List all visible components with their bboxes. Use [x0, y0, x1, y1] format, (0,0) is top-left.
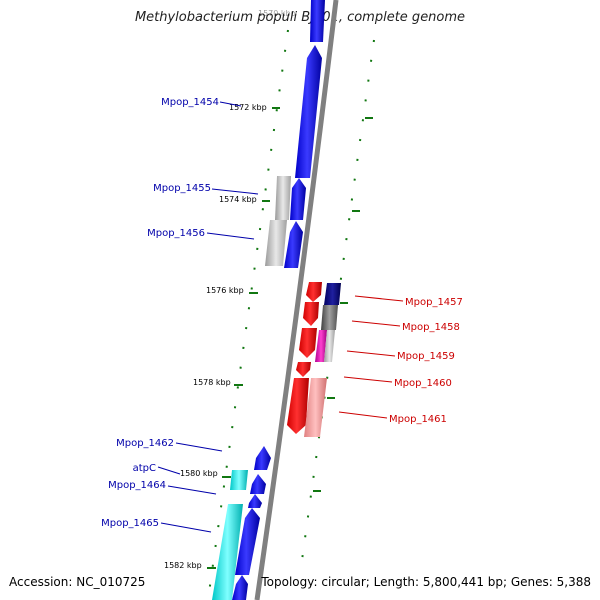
reverse-genes	[287, 282, 341, 437]
gene-arrow-forward[interactable]	[248, 494, 262, 508]
genome-title: Methylobacterium populi BJ001, complete …	[134, 10, 466, 25]
label-leaders	[157, 101, 404, 533]
forward-genes	[232, 0, 325, 600]
gene-label[interactable]: Mpop_1456	[147, 228, 205, 239]
gene-arrow-forward[interactable]	[284, 221, 303, 268]
kbp-label: 1574 kbp	[219, 195, 257, 204]
gene-block-pink[interactable]	[304, 378, 327, 437]
gene-block-dark[interactable]	[321, 305, 338, 330]
gene-label[interactable]: Mpop_1459	[397, 351, 455, 362]
gene-arrow-forward[interactable]	[295, 45, 322, 178]
kbp-label: 1576 kbp	[206, 286, 244, 295]
gene-arrow-forward[interactable]	[235, 508, 260, 575]
gene-arrow-forward[interactable]	[290, 178, 306, 220]
topology-text: Topology: circular; Length: 5,800,441 bp…	[261, 575, 591, 589]
gene-block-magenta[interactable]	[315, 330, 327, 362]
gene-block-navy[interactable]	[324, 283, 341, 305]
gene-labels-forward: Mpop_1454 Mpop_1455 Mpop_1456 Mpop_1462 …	[101, 97, 219, 529]
gene-label[interactable]: Mpop_1460	[394, 378, 452, 389]
kbp-labels: 1570 kbp 1572 kbp 1574 kbp 1576 kbp 1578…	[164, 9, 296, 570]
kbp-ticks	[207, 107, 373, 569]
backbone-line	[254, 0, 339, 600]
gene-label[interactable]: Mpop_1455	[153, 183, 211, 194]
gene-label[interactable]: Mpop_1465	[101, 518, 159, 529]
gene-arrow-forward[interactable]	[254, 446, 271, 470]
kbp-label: 1578 kbp	[193, 378, 231, 387]
gene-arrow-reverse[interactable]	[287, 378, 309, 434]
gene-label[interactable]: Mpop_1457	[405, 297, 463, 308]
gene-labels-reverse: Mpop_1457 Mpop_1458 Mpop_1459 Mpop_1460 …	[389, 297, 463, 425]
gene-arrow-forward[interactable]	[310, 0, 325, 42]
gene-label[interactable]: atpC	[133, 463, 156, 474]
gene-arrow-reverse[interactable]	[299, 328, 317, 358]
accession-text: Accession: NC_010725	[9, 575, 146, 589]
gene-arrow-reverse[interactable]	[303, 302, 319, 326]
gene-label[interactable]: Mpop_1464	[108, 480, 166, 491]
shaded-blocks	[212, 176, 291, 600]
gene-arrow-reverse[interactable]	[296, 362, 311, 377]
kbp-label: 1570 kbp	[258, 9, 296, 18]
gene-label[interactable]: Mpop_1462	[116, 438, 174, 449]
gene-label[interactable]: Mpop_1461	[389, 414, 447, 425]
kbp-label: 1580 kbp	[180, 469, 218, 478]
gene-label[interactable]: Mpop_1458	[402, 322, 460, 333]
gene-block-grey[interactable]	[324, 330, 335, 362]
kbp-label: 1572 kbp	[229, 103, 267, 112]
gene-arrow-forward[interactable]	[232, 575, 248, 600]
kbp-label: 1582 kbp	[164, 561, 202, 570]
gene-label[interactable]: Mpop_1454	[161, 97, 219, 108]
gene-arrow-forward[interactable]	[250, 474, 266, 494]
gene-arrow-reverse[interactable]	[306, 282, 322, 302]
